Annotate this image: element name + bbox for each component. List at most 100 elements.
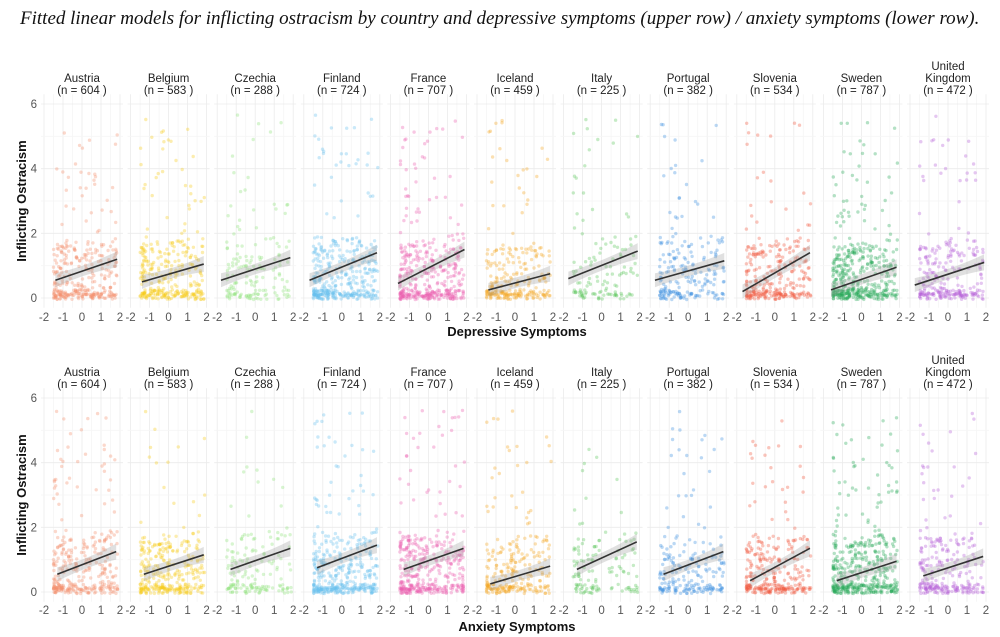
data-point [922,178,926,183]
data-point [404,194,408,199]
data-point [67,476,72,480]
data-point [449,428,454,433]
data-point [179,543,184,548]
data-point [661,253,665,257]
data-point [143,290,147,294]
data-point [95,230,100,234]
data-point [329,277,334,281]
data-point [357,503,361,508]
data-point [443,512,447,516]
data-point [938,261,942,265]
data-point [316,590,320,594]
x-tick-label: -2 [212,605,222,617]
data-point [154,554,158,558]
data-point [839,211,843,215]
data-point [865,121,870,125]
data-point [523,267,527,271]
data-point [72,246,77,250]
data-point [502,204,506,208]
x-tick-label: 2 [290,312,296,324]
x-tick-label: 1 [444,605,450,617]
data-point [846,263,851,268]
facet-country-label: Czechia [234,73,276,85]
data-point [890,292,895,296]
data-point [287,239,291,243]
data-point [336,571,341,576]
data-point [374,576,379,580]
data-point [149,262,153,266]
data-point [440,269,444,273]
data-point [320,419,324,424]
data-point [140,262,145,266]
data-point [166,295,171,300]
data-point [533,248,538,253]
data-point [756,296,760,301]
data-point [149,557,153,561]
data-point [588,282,593,286]
data-point [161,292,165,296]
data-point [59,250,64,254]
data-point [367,292,372,296]
data-point [785,294,789,298]
data-point [98,588,103,592]
data-point [375,564,380,568]
panel-sweden: Sweden(n = 787 )-2 -1 0 1 2 [818,73,902,324]
data-point [670,297,674,302]
data-point [635,134,640,139]
data-point [661,123,665,127]
data-point [198,294,202,298]
data-point [267,585,271,589]
data-point [249,283,254,287]
data-point [322,413,326,417]
data-point [106,268,111,273]
data-point [114,273,119,277]
data-point [415,240,419,244]
data-point [196,290,200,295]
data-point [673,138,677,142]
data-point [261,572,266,577]
data-point [353,533,357,537]
data-point [64,204,68,208]
data-point [328,510,333,515]
data-point [91,241,95,245]
data-point [331,256,335,261]
x-axis-title: Depressive Symptoms [447,324,586,339]
data-point [182,229,187,233]
data-point [412,244,416,249]
data-point [202,297,206,301]
data-point [225,295,229,299]
data-point [87,288,91,292]
data-point [673,171,677,175]
data-point [77,143,82,148]
data-point [188,284,193,288]
data-point [83,253,88,257]
data-point [357,569,361,574]
data-point [189,295,193,299]
data-point [892,281,896,286]
data-point [330,582,335,586]
data-point [252,292,256,296]
data-point [353,291,357,296]
data-point [434,248,438,252]
data-point [317,582,321,586]
data-point [405,267,409,271]
data-point [62,295,67,300]
data-point [313,280,317,285]
data-point [854,291,859,296]
data-point [784,247,788,252]
data-point [229,504,233,508]
data-point [276,530,280,535]
data-point [162,589,166,594]
data-point [673,215,678,219]
data-point [198,578,202,582]
data-point [360,275,364,279]
data-point [264,292,269,296]
data-point [191,531,195,536]
data-point [459,267,464,272]
data-point [254,226,259,230]
data-point [168,290,173,294]
data-point [705,273,709,277]
x-tick-label: -2 [125,605,135,617]
data-point [843,296,848,300]
